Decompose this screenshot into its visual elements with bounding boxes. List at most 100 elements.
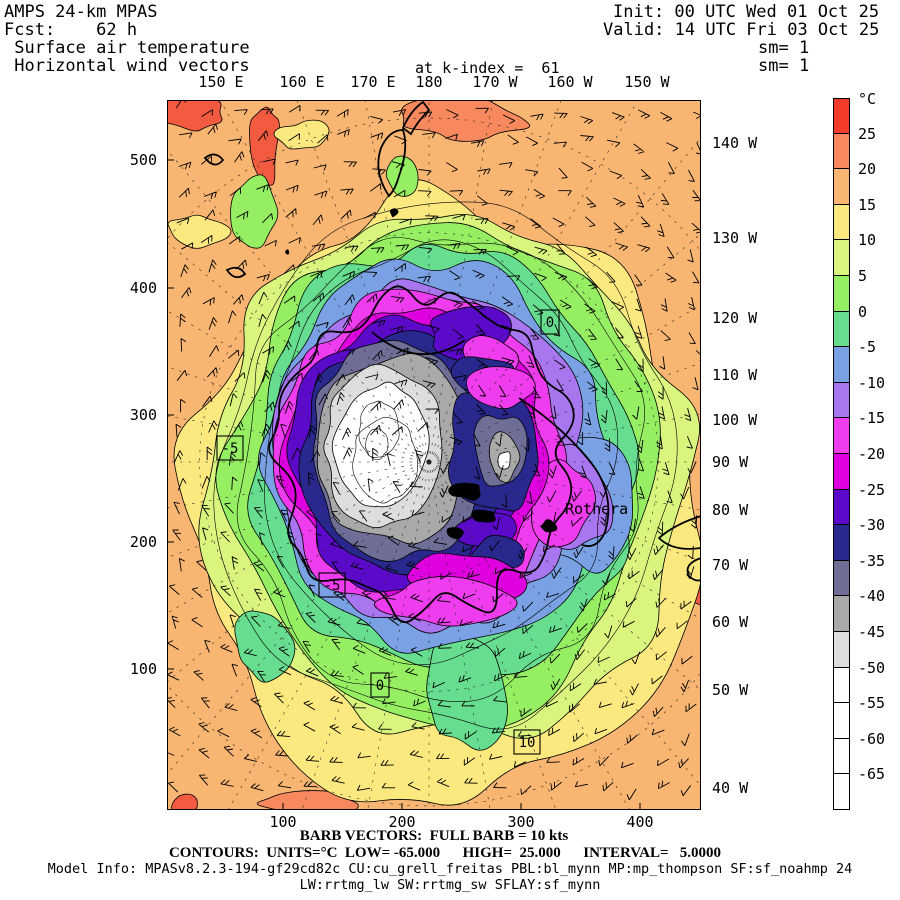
colorbar-tick: -45 xyxy=(858,623,886,641)
colorbar-tick: -50 xyxy=(858,658,886,677)
colorbar-tick: 0 xyxy=(858,302,868,321)
wind-barbs-layer xyxy=(167,100,701,801)
axis-tick-left: 400 xyxy=(129,279,157,297)
model-title: AMPS 24-km MPAS xyxy=(4,2,158,22)
colorbar-cell xyxy=(833,311,850,348)
contour-label: -5 xyxy=(324,578,341,594)
axis-tick-top: 170 E xyxy=(350,73,396,91)
temperature-colorbar xyxy=(833,98,850,810)
colorbar-tick: -25 xyxy=(858,480,886,499)
axis-tick-bottom: 400 xyxy=(626,813,654,831)
colorbar-cell xyxy=(833,275,850,312)
colorbar-cell xyxy=(833,667,850,704)
station-label-rothera: Rothera xyxy=(565,500,628,518)
axis-tick-bottom: 300 xyxy=(507,813,535,831)
axis-tick-right: 100 W xyxy=(712,411,758,429)
coastlines xyxy=(203,100,701,582)
terrain-patch xyxy=(448,482,481,501)
valid-time: Valid: 14 UTC Fri 03 Oct 25 xyxy=(603,20,880,40)
colorbar-tick: -5 xyxy=(858,338,877,357)
colorbar-cell xyxy=(833,560,850,597)
colorbar-tick: 5 xyxy=(858,267,868,285)
axis-tick-left: 500 xyxy=(129,151,157,169)
axis-tick-left: 100 xyxy=(129,660,157,678)
contour-label: -5 xyxy=(222,441,239,457)
terrain-patch xyxy=(446,527,464,540)
colorbar-tick: -55 xyxy=(858,694,886,713)
map-plot-area: 0 -5 -5 0 10 Rothera xyxy=(167,100,701,810)
colorbar-tick: 25 xyxy=(858,124,877,143)
colorbar-tick: 10 xyxy=(858,231,877,250)
colorbar-cell xyxy=(833,525,850,561)
colorbar-cell xyxy=(833,418,850,454)
smooth-1: sm= 1 xyxy=(758,38,810,58)
colorbar-tick: -30 xyxy=(858,516,886,535)
axis-tick-top: 150 W xyxy=(624,73,670,91)
terrain-patch xyxy=(389,208,399,218)
k-index-label: at k-index = 61 xyxy=(415,59,560,77)
contour-label-box xyxy=(318,572,346,598)
axis-tick-left: 200 xyxy=(129,533,157,551)
contour-label: 0 xyxy=(546,315,554,331)
colorbar-cell xyxy=(833,382,850,419)
colorbar-cell xyxy=(833,703,850,739)
map-layers: 0 -5 -5 0 10 Rothera xyxy=(167,100,701,810)
terrain-patch xyxy=(285,249,290,255)
barb-caption: BARB VECTORS: FULL BARB = 10 kts xyxy=(299,828,569,844)
axis-tick-right: 80 W xyxy=(712,501,749,519)
vector-title: Horizontal wind vectors xyxy=(4,56,250,76)
forecast-hour-line: Fcst: 62 h xyxy=(4,20,138,40)
axis-tick-top: 150 E xyxy=(198,73,244,91)
init-time: Init: 00 UTC Wed 01 Oct 25 xyxy=(613,2,880,22)
smooth-2: sm= 1 xyxy=(758,56,810,76)
terrain-patch xyxy=(540,519,558,533)
contour-caption: CONTOURS: UNITS=°C LOW= -65.000 HIGH= 25… xyxy=(168,845,722,861)
axis-tick-right: 120 W xyxy=(712,309,758,327)
axis-tick-right: 110 W xyxy=(712,366,758,384)
colorbar-cell xyxy=(833,738,850,775)
colorbar-cell xyxy=(833,489,850,526)
map-frame xyxy=(167,100,701,810)
colorbar-cell xyxy=(833,631,850,668)
colorbar-tick: 20 xyxy=(858,160,877,179)
model-info-line2: LW:rrtmg_lw SW:rrtmg_sw SFLAY:sf_mynn xyxy=(299,877,601,893)
axis-tick-right: 130 W xyxy=(712,229,758,247)
colorbar-tick: -60 xyxy=(858,729,886,748)
colorbar-cell xyxy=(833,596,850,632)
contour-label-box xyxy=(370,672,390,698)
axis-tick-top: 160 E xyxy=(279,73,325,91)
colorbar-cell xyxy=(833,347,850,383)
colorbar-tick: -20 xyxy=(858,445,886,463)
colorbar-cell xyxy=(833,774,850,810)
colorbar-tick: 15 xyxy=(858,195,877,214)
extra-contours xyxy=(213,201,678,730)
axis-tick-left: 300 xyxy=(129,406,157,424)
contour-label: 0 xyxy=(376,678,384,694)
colorbar-cell xyxy=(833,453,850,490)
contour-label-box xyxy=(216,435,244,461)
colorbar-title: °C xyxy=(858,90,877,108)
axis-ticks xyxy=(167,159,641,810)
axis-tick-top: 180 xyxy=(415,73,443,91)
field-title: Surface air temperature xyxy=(4,38,250,58)
antarctica-coastline xyxy=(268,285,575,624)
axis-tick-bottom: 200 xyxy=(388,813,416,831)
axis-tick-right: 60 W xyxy=(712,613,749,631)
colorbar-cell xyxy=(833,98,850,134)
terrain-patch xyxy=(472,509,496,523)
colorbar-tick: -35 xyxy=(858,551,886,570)
colorbar-cell xyxy=(833,133,850,170)
axis-tick-bottom: 100 xyxy=(269,813,297,831)
axis-tick-right: 140 W xyxy=(712,134,758,152)
colorbar-tick: -40 xyxy=(858,587,886,606)
temperature-map: 0 -5 -5 0 10 Rothera xyxy=(167,100,701,810)
axis-tick-top: 160 W xyxy=(547,73,593,91)
axis-tick-right: 70 W xyxy=(712,556,749,574)
colorbar-cell xyxy=(833,204,850,241)
axis-tick-right: 50 W xyxy=(712,681,749,699)
colorbar-tick: -10 xyxy=(858,373,886,392)
axis-tick-top: 170 W xyxy=(472,73,518,91)
contour-label-box xyxy=(513,729,541,755)
axis-tick-right: 40 W xyxy=(712,779,749,797)
